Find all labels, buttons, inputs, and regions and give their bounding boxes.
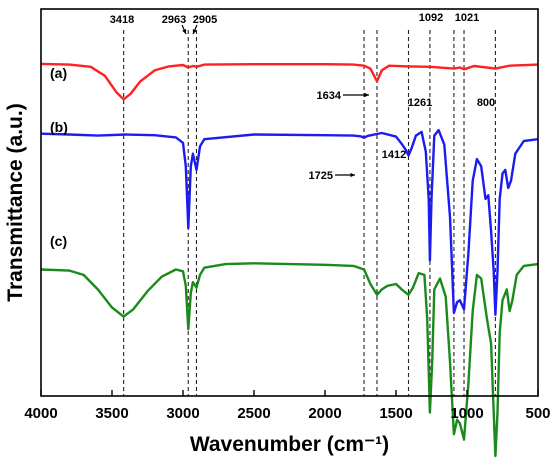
curve-label-c: (c) bbox=[50, 233, 67, 249]
x-tick-label-3500: 3500 bbox=[95, 405, 128, 422]
peak-labels: 3418 2963 2905 1725 1634 1412 1261 1092 1021 800 bbox=[110, 12, 495, 182]
peak-label-1092: 1092 bbox=[419, 12, 443, 24]
x-axis-ticks: 4000 3500 3000 2500 2000 1500 1000 500 bbox=[24, 390, 550, 422]
x-tick-label-1000: 1000 bbox=[450, 405, 483, 422]
peak-label-1634: 1634 bbox=[317, 90, 342, 102]
arrow-1634-head bbox=[364, 92, 369, 98]
series-line-a bbox=[40, 62, 539, 101]
y-axis-title: Transmittance (a.u.) bbox=[4, 103, 27, 301]
peak-label-1021: 1021 bbox=[455, 12, 479, 24]
series-line-c bbox=[40, 262, 539, 458]
arrow-1725-head bbox=[350, 172, 355, 178]
x-tick-label-2000: 2000 bbox=[308, 405, 341, 422]
peak-label-800: 800 bbox=[477, 97, 495, 109]
curve-label-a: (a) bbox=[50, 65, 67, 81]
x-tick-label-3000: 3000 bbox=[166, 405, 199, 422]
x-axis-title: Wavenumber (cm⁻¹) bbox=[190, 433, 389, 456]
peak-label-3418: 3418 bbox=[110, 14, 134, 26]
plot-frame bbox=[40, 8, 539, 397]
peak-label-1261: 1261 bbox=[408, 97, 432, 109]
reference-lines bbox=[123, 30, 496, 396]
arrow-2905-head bbox=[192, 29, 197, 34]
peak-label-1412: 1412 bbox=[382, 149, 406, 161]
peak-label-1725: 1725 bbox=[309, 170, 333, 182]
x-tick-label-500: 500 bbox=[525, 405, 550, 422]
curve-label-b: (b) bbox=[50, 119, 68, 135]
peak-label-2963: 2963 bbox=[162, 14, 186, 26]
arrow-2963-head bbox=[182, 29, 187, 34]
series-layer bbox=[40, 62, 539, 458]
peak-label-2905: 2905 bbox=[193, 14, 217, 26]
x-tick-label-4000: 4000 bbox=[24, 405, 57, 422]
x-tick-label-1500: 1500 bbox=[379, 405, 412, 422]
curve-labels: (a) (b) (c) bbox=[50, 65, 68, 249]
series-line-b bbox=[40, 128, 539, 316]
x-tick-label-2500: 2500 bbox=[237, 405, 270, 422]
